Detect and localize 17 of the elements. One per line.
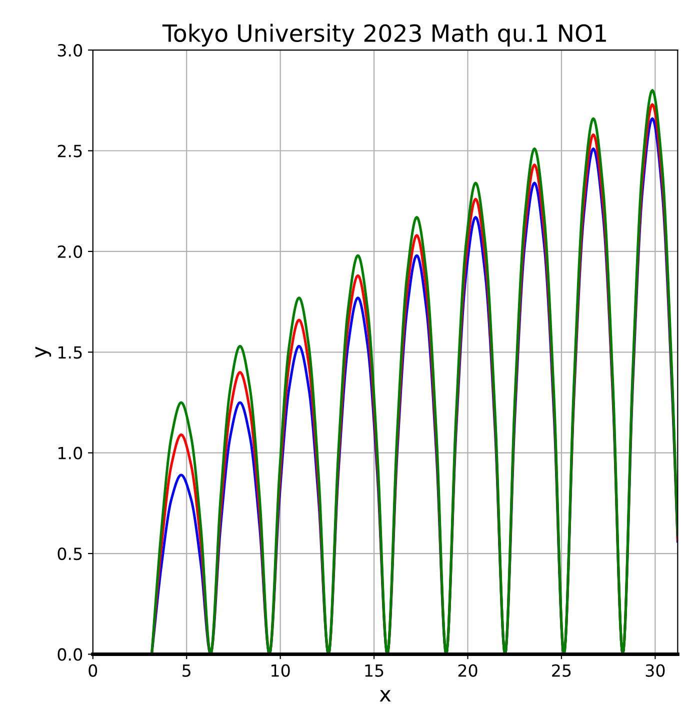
y-tick-label: 0.0 [58,648,82,661]
x-tick-label: 20 [458,664,478,677]
y-tick-label: 0.5 [58,547,82,560]
y-tick-label: 2.0 [58,245,82,258]
y-tick-label: 1.0 [58,446,82,460]
x-tick-label: 25 [552,664,571,677]
y-tick-label: 1.5 [58,346,82,359]
chart-title: Tokyo University 2023 Math qu.1 NO1 [162,24,606,47]
x-tick-label: 15 [365,664,384,677]
y-axis-title: y [35,346,52,358]
x-tick-label: 0 [88,664,98,677]
x-tick-label: 10 [272,664,290,677]
x-tick-label: 5 [182,664,190,677]
y-tick-label: 3.0 [58,44,82,57]
x-tick-label: 30 [646,664,665,677]
x-axis-title: x [380,690,391,702]
y-tick-label: 2.5 [58,144,82,158]
